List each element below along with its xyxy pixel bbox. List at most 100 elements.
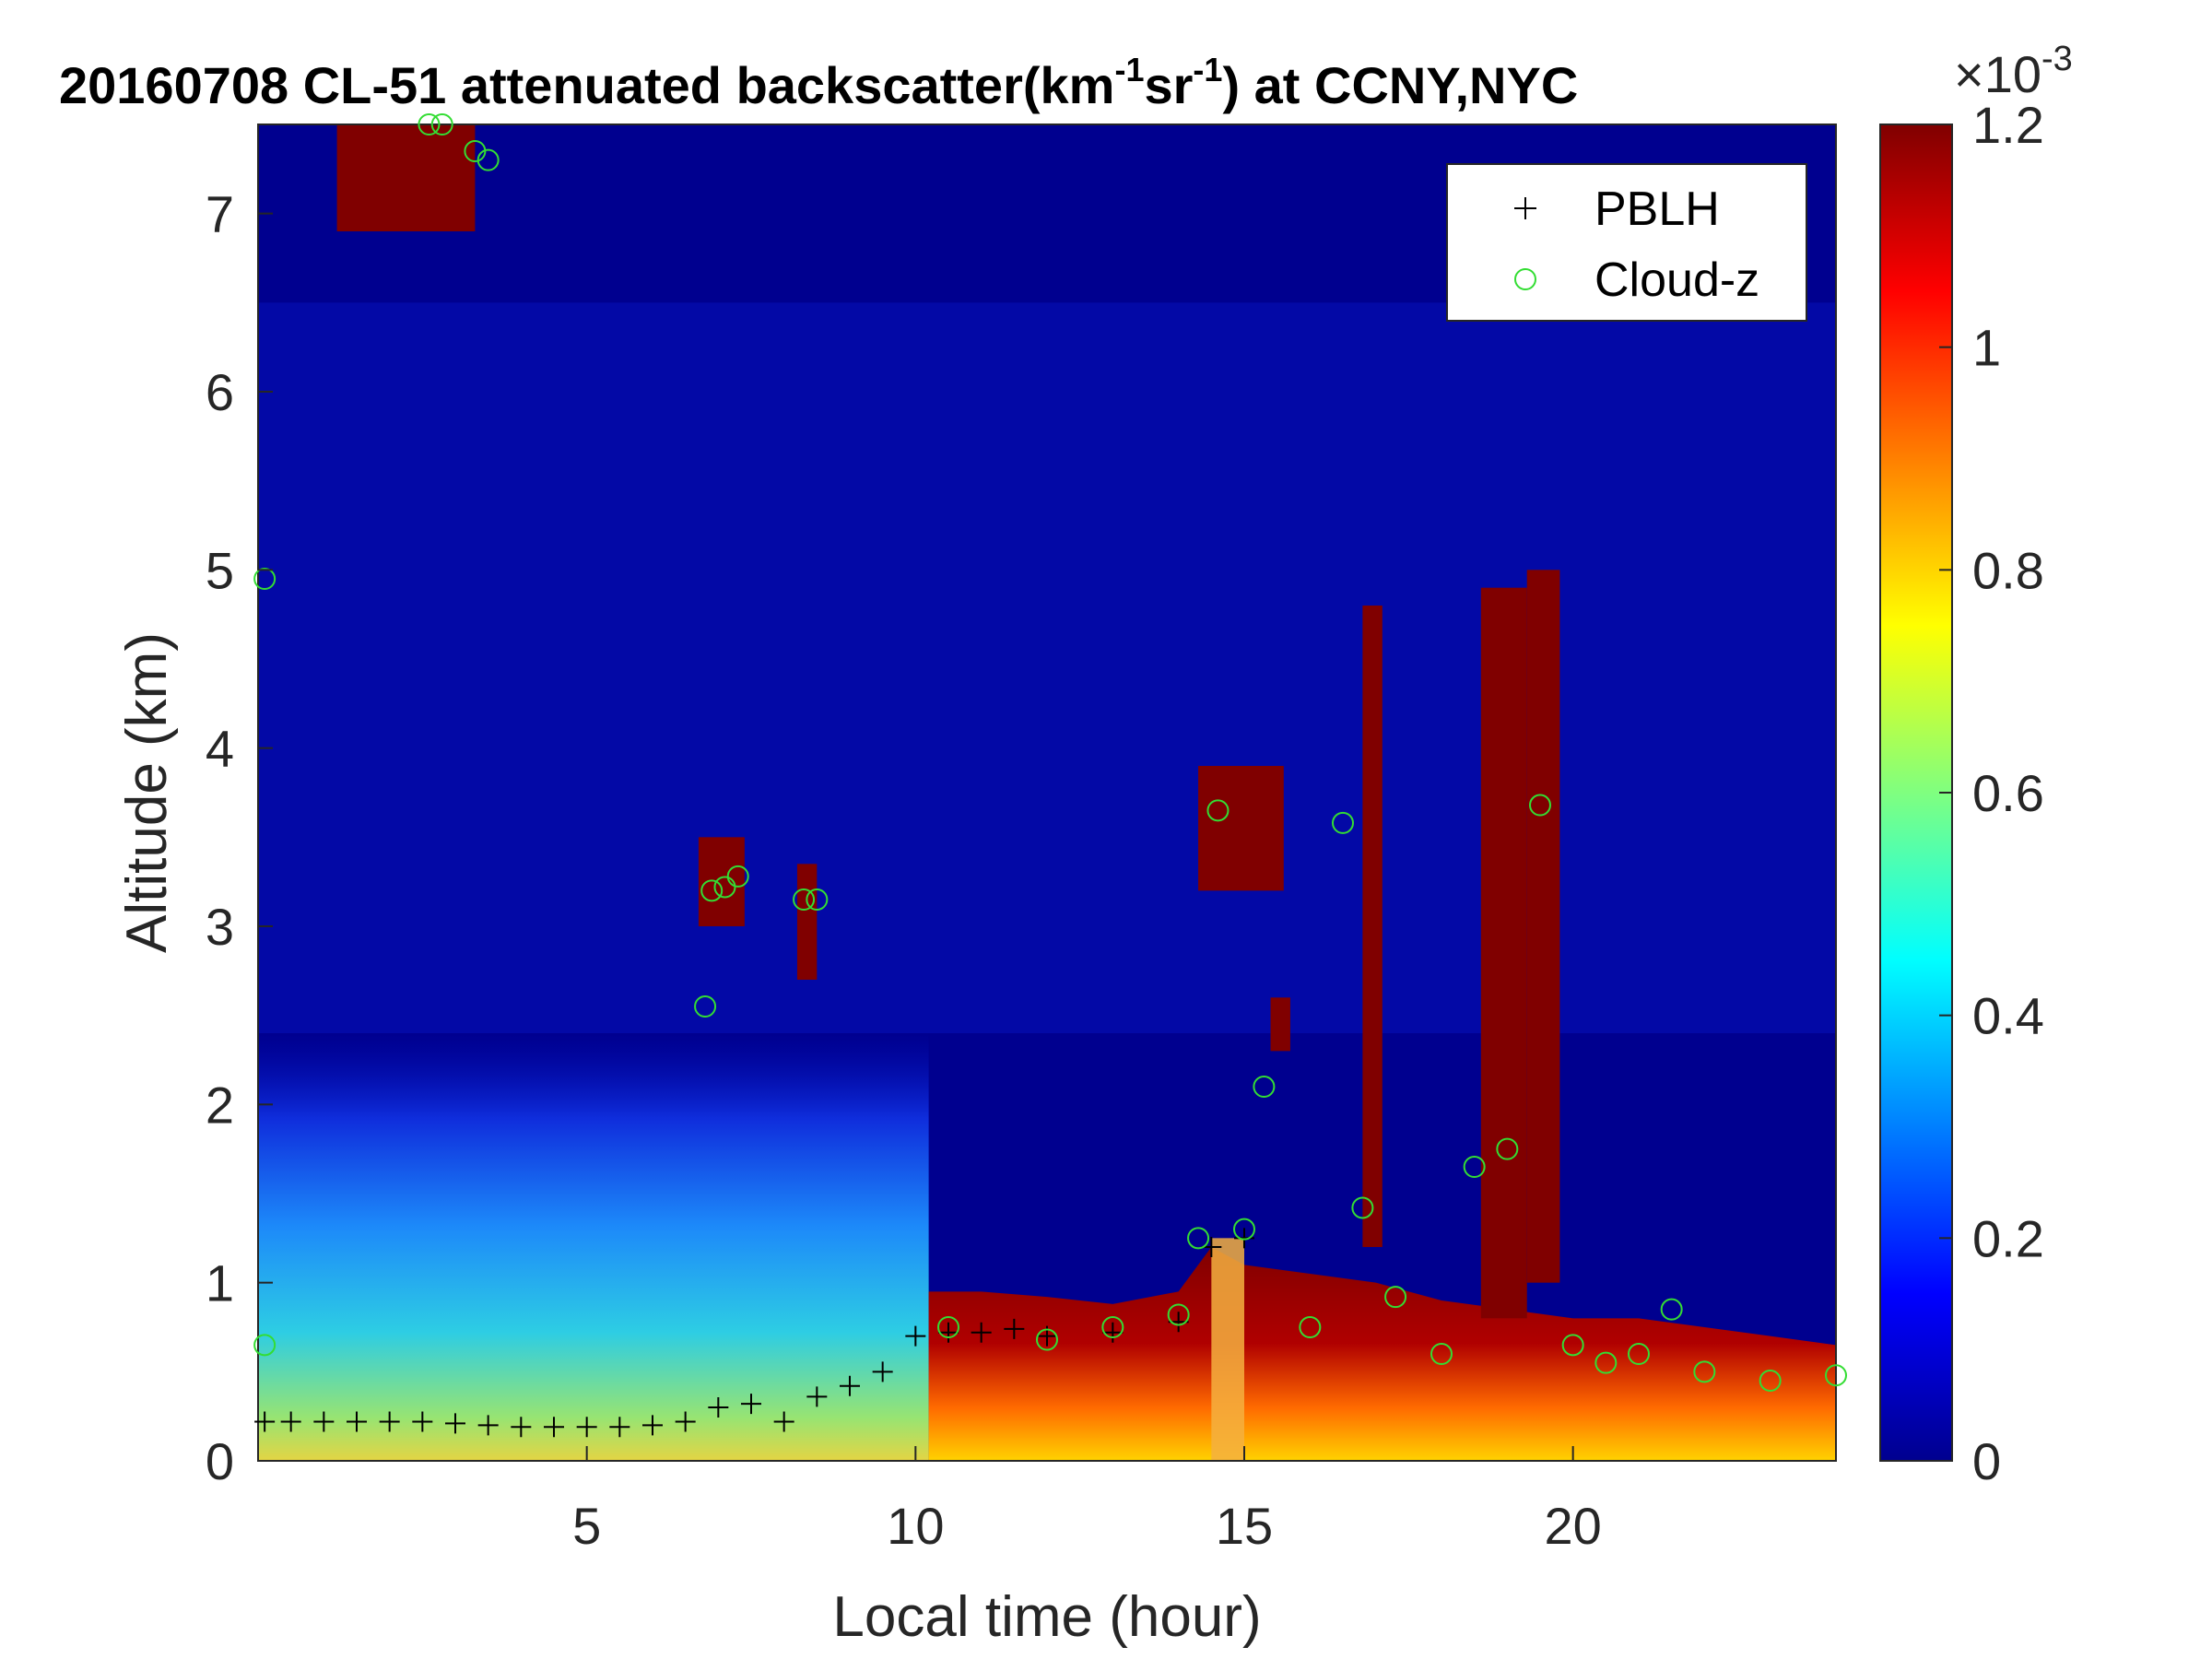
y-tick-label: 3 — [206, 898, 234, 956]
colorbar-scale-label: ×10-3 — [1954, 40, 2073, 103]
cloud-z-point — [1628, 1343, 1650, 1365]
y-tick-label: 1 — [206, 1254, 234, 1312]
y-axis-label: Altitude (km) — [115, 632, 179, 953]
pblh-point — [544, 1417, 564, 1438]
x-tick-label: 10 — [887, 1497, 944, 1555]
pblh-point — [708, 1397, 729, 1418]
cloud-z-point — [1187, 1227, 1210, 1250]
cloud-z-point — [1561, 1334, 1584, 1357]
cloud-z-point — [430, 113, 453, 135]
cloud-z-point — [713, 876, 736, 899]
aerosol-layer — [258, 1033, 929, 1461]
legend: PBLH Cloud-z — [1446, 163, 1807, 322]
y-tick-label: 2 — [206, 1076, 234, 1134]
y-axis: 0 1 2 3 4 5 6 7 — [206, 185, 273, 1490]
cloud-z-point — [700, 879, 724, 902]
x-tick-label: 5 — [572, 1497, 601, 1555]
pblh-point — [773, 1411, 794, 1432]
cloud-z-point — [1206, 799, 1230, 822]
cloud-z-point — [694, 995, 717, 1018]
pblh-point — [313, 1411, 335, 1432]
cloud-feature-5 — [1362, 606, 1382, 1247]
cloud-z-point — [1233, 1218, 1255, 1241]
cloud-z-point — [253, 1334, 276, 1357]
cloud-z-point — [1594, 1351, 1618, 1374]
cloud-z-point — [937, 1316, 959, 1338]
y-tick-label: 5 — [206, 541, 234, 599]
legend-cloud-z-label: Cloud-z — [1594, 253, 1759, 307]
cloud-z-markers — [253, 113, 1847, 1392]
pblh-point — [1102, 1322, 1124, 1343]
pblh-point — [642, 1415, 663, 1436]
pblh-point — [1234, 1228, 1254, 1249]
cloud-z-point — [1430, 1343, 1453, 1365]
cloud-z-point — [253, 568, 276, 590]
pblh-point — [254, 1411, 276, 1432]
cloud-z-point — [1463, 1156, 1486, 1178]
cloud-z-point — [1036, 1328, 1058, 1351]
cloud-z-point — [726, 865, 749, 888]
cloud-z-point — [1529, 794, 1551, 817]
pblh-point — [445, 1413, 465, 1434]
chart-title: 20160708 CL-51 attenuated backscatter(km… — [59, 51, 1578, 114]
legend-pblh-label: PBLH — [1594, 182, 1720, 236]
x-axis-label: Local time (hour) — [832, 1585, 1261, 1649]
legend-pblh-glyph — [1514, 197, 1536, 219]
cloud-z-point — [1693, 1360, 1716, 1383]
free-troposphere-haze — [258, 302, 1836, 1033]
cloud-feature-2 — [796, 864, 818, 980]
pblh-point — [511, 1417, 532, 1438]
pblh-point — [872, 1361, 893, 1382]
cloud-feature-6 — [1480, 587, 1527, 1319]
cloud-z-point — [793, 888, 816, 911]
x-tick-label: 20 — [1545, 1497, 1602, 1555]
pblh-point — [741, 1394, 761, 1415]
pblh-point — [905, 1325, 926, 1347]
colorbar-tick-label: 0.8 — [1972, 541, 2044, 599]
cloud-feature-7 — [1526, 570, 1560, 1283]
cloud-z-point — [1167, 1303, 1190, 1326]
cloud-feature-4 — [1270, 997, 1290, 1052]
legend-box — [1446, 163, 1807, 322]
pblh-point — [938, 1322, 959, 1343]
pblh-point — [806, 1386, 828, 1407]
colorbar-tick-label: 0 — [1972, 1432, 2001, 1490]
x-axis: 5 10 15 20 — [572, 1446, 1602, 1555]
colorbar: 0 0.2 0.4 0.6 0.8 1 1.2 ×10-3 — [1879, 40, 2073, 1490]
pblh-point — [477, 1415, 499, 1436]
y-tick-label: 0 — [206, 1432, 234, 1490]
legend-cloud-z-marker — [1514, 268, 1536, 290]
pblh-point — [840, 1375, 860, 1396]
y-tick-label: 6 — [206, 363, 234, 421]
cloud-feature-3 — [1198, 766, 1284, 891]
colorbar-tick-label: 1.2 — [1972, 96, 2044, 154]
cloud-z-point — [1660, 1298, 1683, 1321]
cloud-z-point — [1759, 1370, 1782, 1392]
pblh-point — [609, 1417, 630, 1438]
backscatter-field — [258, 302, 1836, 1461]
y-tick-label: 7 — [206, 185, 234, 243]
colorbar-tick-label: 0.2 — [1972, 1209, 2044, 1267]
x-tick-label: 15 — [1216, 1497, 1273, 1555]
legend-pblh-marker — [1514, 197, 1536, 219]
plot-frame — [257, 124, 1837, 1462]
cloud-features — [336, 124, 1560, 1319]
cloud-z-point — [477, 148, 500, 171]
cloud-z-point — [1496, 1137, 1519, 1160]
pblh-point — [347, 1411, 367, 1432]
boundary-layer — [928, 1247, 1836, 1461]
pblh-point — [412, 1411, 433, 1432]
cloud-z-point — [1351, 1196, 1374, 1219]
pblh-point — [280, 1411, 301, 1432]
boundary-layer-plume — [1211, 1238, 1244, 1461]
cloud-z-point — [1384, 1286, 1407, 1309]
pblh-markers — [254, 1228, 1254, 1438]
pblh-point — [675, 1411, 696, 1432]
plot-area — [258, 124, 1836, 1461]
pblh-point — [379, 1411, 400, 1432]
cloud-z-point — [806, 888, 829, 911]
cloud-feature-0 — [336, 124, 476, 231]
colorbar-tick-label: 0.6 — [1972, 764, 2044, 822]
cloud-z-point — [1101, 1316, 1124, 1338]
